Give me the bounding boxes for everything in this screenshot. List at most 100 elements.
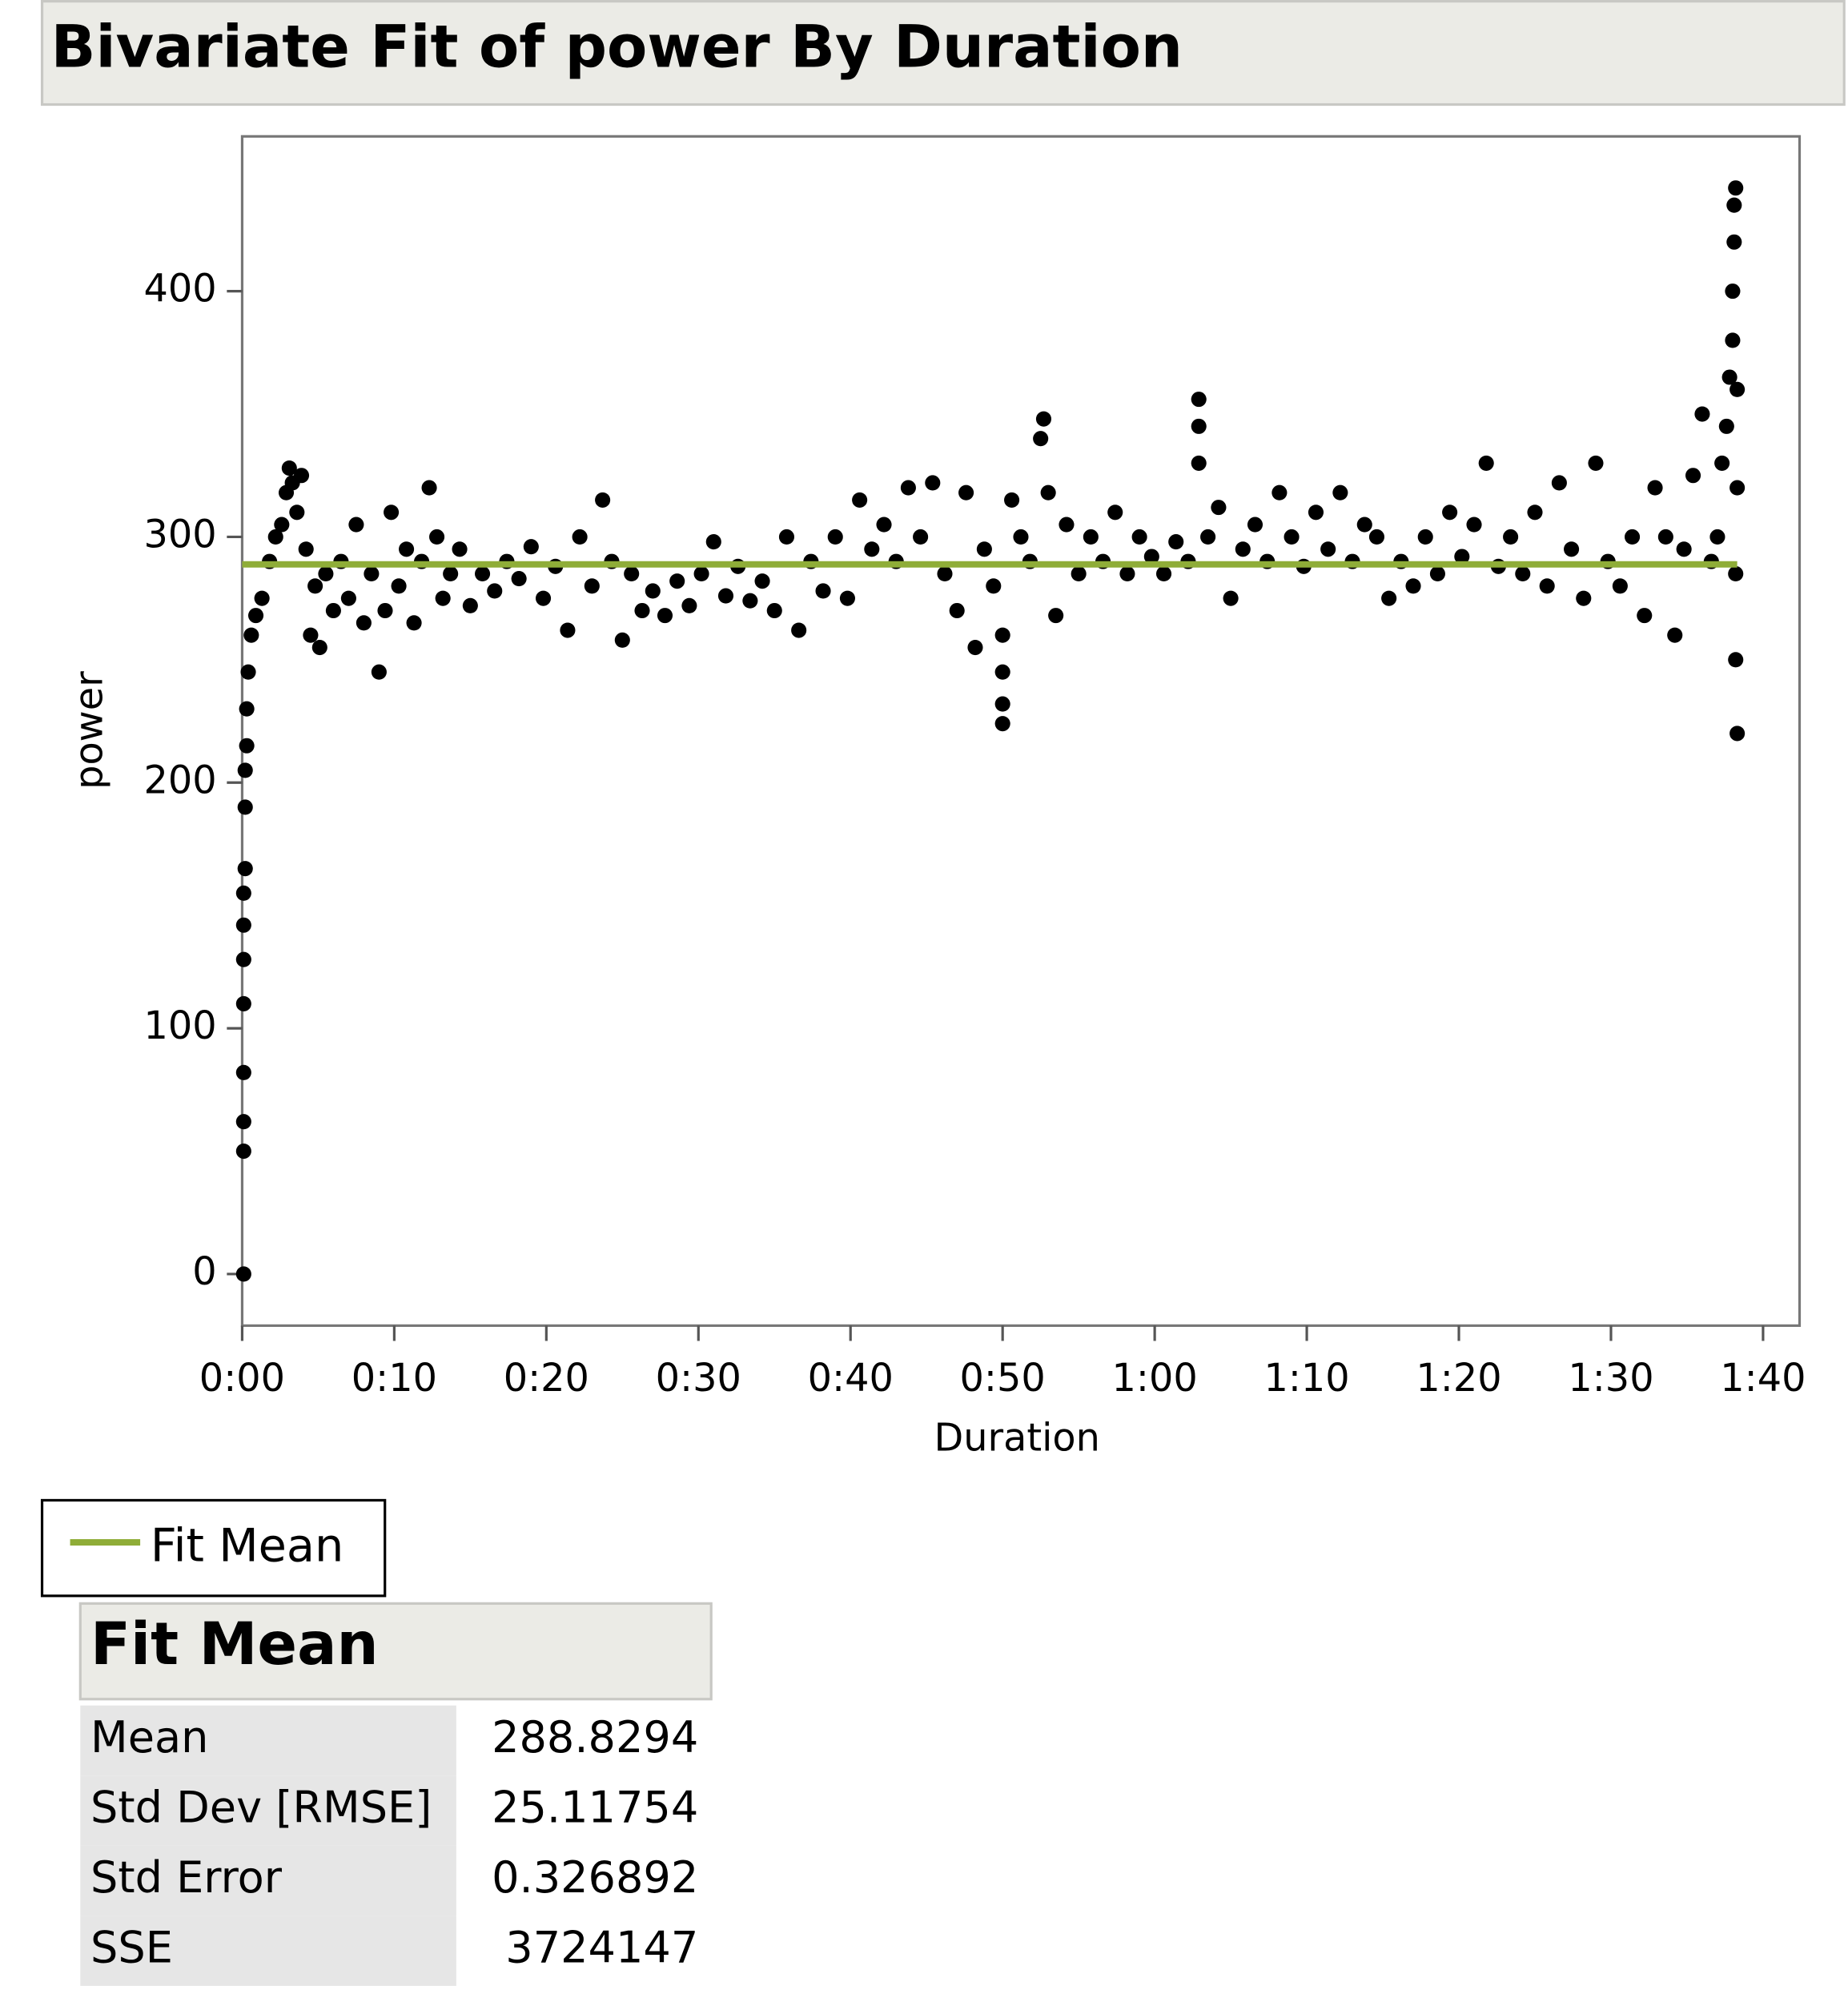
point (876, 517, 892, 533)
x-tick-label: 0:20 (504, 1357, 589, 1401)
legend-label: Fit Mean (151, 1519, 343, 1573)
point (681, 597, 697, 613)
point (994, 664, 1010, 680)
point (1647, 480, 1663, 496)
row-label-cell (80, 1916, 456, 1986)
title-box (40, 0, 1846, 107)
point (303, 627, 319, 643)
point (1332, 484, 1348, 501)
point (239, 701, 255, 717)
point (1247, 517, 1263, 533)
point (717, 588, 734, 604)
point (1454, 549, 1470, 565)
point (1588, 455, 1604, 471)
point (766, 602, 782, 619)
point (958, 484, 974, 501)
point (267, 529, 283, 545)
point (1191, 392, 1207, 408)
point (669, 573, 685, 589)
point (1726, 197, 1742, 213)
point (1040, 484, 1056, 501)
point (1131, 529, 1147, 545)
point (742, 593, 758, 609)
point (452, 541, 468, 557)
point (864, 541, 880, 557)
point (237, 861, 253, 877)
point (657, 608, 673, 624)
point (1637, 608, 1653, 624)
point (1725, 283, 1741, 299)
point (1576, 590, 1592, 606)
x-tick-label: 1:20 (1416, 1357, 1501, 1401)
point (307, 578, 323, 594)
point (356, 615, 372, 631)
point (937, 565, 953, 582)
point (778, 529, 795, 545)
point (1429, 565, 1445, 582)
point (1035, 411, 1052, 427)
y-tick-label: 300 (143, 513, 216, 557)
point (1405, 578, 1421, 594)
point (1728, 652, 1744, 668)
point (913, 529, 929, 545)
x-tick-label: 0:30 (656, 1357, 741, 1401)
point (1694, 406, 1710, 422)
point (584, 578, 600, 594)
point (247, 608, 264, 624)
point (1211, 500, 1227, 516)
point (1728, 180, 1744, 196)
point (1515, 565, 1531, 582)
point (1721, 369, 1738, 385)
row-label-cell (80, 1705, 456, 1776)
point (289, 505, 305, 521)
point (1168, 534, 1184, 550)
point (240, 664, 256, 680)
point (487, 583, 503, 599)
point (462, 597, 478, 613)
point (1223, 590, 1239, 606)
point (1728, 565, 1744, 582)
point (1013, 529, 1029, 545)
point (435, 590, 451, 606)
point (994, 696, 1010, 712)
point (1004, 492, 1020, 508)
point (235, 885, 251, 901)
point (1685, 468, 1701, 484)
point (705, 534, 721, 550)
point (406, 615, 422, 631)
point (1539, 578, 1555, 594)
point (1729, 726, 1746, 742)
x-tick-label: 0:00 (199, 1357, 285, 1401)
point (754, 573, 770, 589)
row-label: Mean (90, 1712, 208, 1763)
point (967, 639, 983, 656)
point (1612, 578, 1628, 594)
x-tick-label: 0:10 (352, 1357, 437, 1401)
point (925, 475, 941, 491)
point (1466, 517, 1482, 533)
point (1718, 418, 1734, 434)
point (421, 480, 437, 496)
point (364, 565, 380, 582)
point (235, 1266, 251, 1282)
row-value: 3724147 (505, 1923, 698, 1973)
point (1564, 541, 1580, 557)
point (348, 517, 364, 533)
point (1478, 455, 1494, 471)
point (852, 492, 868, 508)
point (1417, 529, 1433, 545)
table-header (78, 1602, 713, 1701)
x-tick-label: 1:00 (1112, 1357, 1198, 1401)
point (235, 917, 251, 933)
point (443, 565, 459, 582)
point (371, 664, 387, 680)
point (1726, 234, 1742, 250)
point (235, 1114, 251, 1130)
point (239, 738, 255, 754)
x-tick-label: 1:10 (1263, 1357, 1349, 1401)
point (1048, 608, 1064, 624)
point (572, 529, 588, 545)
point (1033, 431, 1049, 447)
point (1381, 590, 1397, 606)
